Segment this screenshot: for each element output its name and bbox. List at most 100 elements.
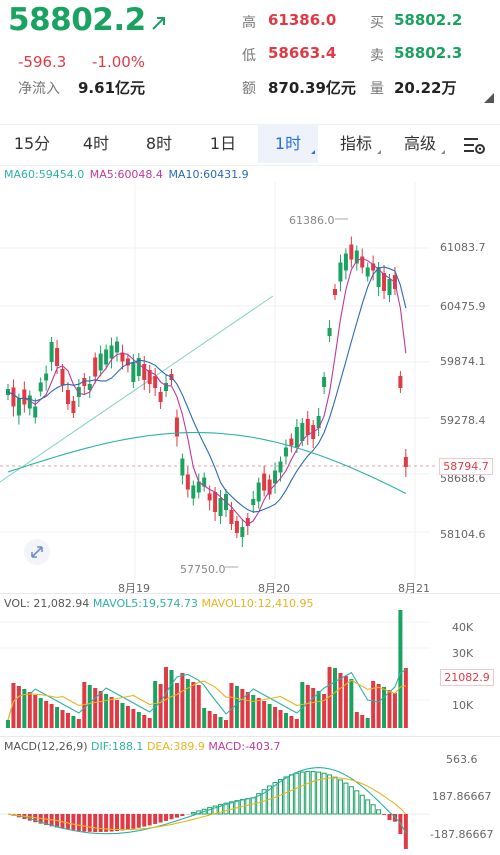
macd-chart[interactable] (0, 752, 500, 855)
trend-line (0, 295, 274, 483)
candle-body (38, 382, 43, 392)
tab-1d[interactable]: 1日 (209, 134, 237, 153)
ma10-value: MA10:60431.9 (168, 168, 249, 181)
macd-bar (136, 814, 141, 828)
candle-body (71, 401, 76, 413)
candle-body (283, 447, 288, 457)
candle-body (125, 358, 130, 366)
volume-label: 量 (370, 81, 384, 97)
chart-settings-icon[interactable] (462, 135, 486, 155)
volume-bar (365, 718, 370, 728)
low-label: 低 (242, 48, 256, 64)
volume-bar (16, 686, 21, 728)
tab-1h[interactable]: 1时 (258, 125, 318, 163)
tab-advanced[interactable]: 高级 (392, 125, 448, 163)
volume-value: 20.22万 (394, 79, 457, 97)
candle-body (294, 427, 299, 447)
price-change-pct: -1.00% (92, 53, 146, 71)
macd-bar (294, 772, 300, 815)
dea-value: DEA:389.9 (146, 740, 205, 753)
candle-body (278, 461, 283, 473)
volume-bar (316, 691, 321, 728)
macd-bar (354, 790, 360, 815)
candle-body (65, 390, 70, 404)
volume-bar (327, 667, 332, 728)
candle-body (185, 474, 190, 490)
macd-bar (310, 771, 316, 815)
candle-body (349, 244, 354, 260)
candle-body (229, 510, 234, 524)
ma60-value: MA60:59454.0 (4, 168, 85, 181)
macd-bar (332, 776, 338, 815)
volume-bar (371, 681, 376, 728)
candle-body (174, 417, 179, 437)
net-inflow-value: 9.61亿元 (78, 79, 146, 97)
volume-bar (245, 692, 250, 728)
macd-bar (403, 814, 408, 849)
candle-body (343, 253, 348, 271)
volume-chart[interactable] (0, 608, 500, 736)
volume-bar (322, 694, 327, 728)
low-value: 58663.4 (268, 44, 337, 62)
candle-body (136, 358, 141, 376)
volume-bar (202, 708, 207, 728)
tab-indicators[interactable]: 指标 (328, 125, 384, 163)
macd-bar (65, 814, 70, 830)
volume-bar (120, 703, 125, 728)
volume-bar (267, 704, 272, 728)
volume-bar (104, 694, 109, 728)
candle-body (115, 341, 119, 353)
volume-axis-label: 30K (452, 647, 474, 660)
corner-triangle-icon[interactable] (484, 93, 494, 103)
macd-bar (109, 814, 114, 832)
macd-bar (359, 794, 365, 815)
date-label: 8月20 (258, 582, 290, 595)
mavol10-value: MAVOL10:12,410.95 (201, 597, 314, 610)
volume-bar (398, 610, 403, 728)
candle-body (196, 481, 201, 493)
volume-bar (387, 690, 392, 728)
expand-button[interactable] (24, 539, 50, 565)
macd-bar (223, 802, 229, 815)
macd-bar (299, 771, 305, 815)
volume-bar (207, 711, 212, 728)
macd-bar (120, 814, 125, 831)
candle-body (371, 263, 376, 271)
macd-bar (125, 814, 130, 830)
volume-bar (354, 712, 359, 728)
candle-body (240, 527, 245, 537)
macd-bar (370, 804, 376, 815)
tab-8h[interactable]: 8时 (145, 134, 173, 153)
macd-bar (283, 776, 289, 815)
macd-bar (387, 814, 392, 821)
amount-value: 870.39亿元 (268, 79, 356, 97)
tab-15min[interactable]: 15分 (13, 134, 51, 153)
price-axis-label: 60475.9 (440, 300, 486, 313)
volume-bar (55, 707, 60, 728)
mavol5-value: MAVOL5:19,574.73 (92, 597, 198, 610)
candle-body (131, 362, 136, 382)
date-label: 8月21 (398, 582, 430, 595)
macd-bar (93, 814, 98, 832)
macd-bar (169, 814, 174, 820)
macd-bar (142, 814, 147, 827)
amount-label: 额 (242, 81, 256, 97)
macd-bar (365, 799, 371, 815)
current-price: 58802.2 (8, 2, 146, 38)
volume-bar (251, 695, 256, 728)
macd-bar (180, 814, 185, 817)
high-value: 61386.0 (268, 11, 337, 29)
tab-4h[interactable]: 4时 (82, 134, 110, 153)
candle-body (158, 392, 163, 402)
candle-body (82, 378, 87, 386)
macd-bar (174, 814, 179, 818)
dif-value: DIF:188.1 (91, 740, 144, 753)
candlestick-chart[interactable] (0, 182, 500, 582)
volume-bar (38, 698, 43, 728)
volume-bar (60, 710, 65, 728)
macd-axis-label: -187.86667 (430, 828, 494, 841)
volume-bar (22, 689, 27, 728)
candle-body (333, 289, 337, 295)
ma10-line (7, 266, 407, 513)
candle-body (354, 250, 359, 264)
